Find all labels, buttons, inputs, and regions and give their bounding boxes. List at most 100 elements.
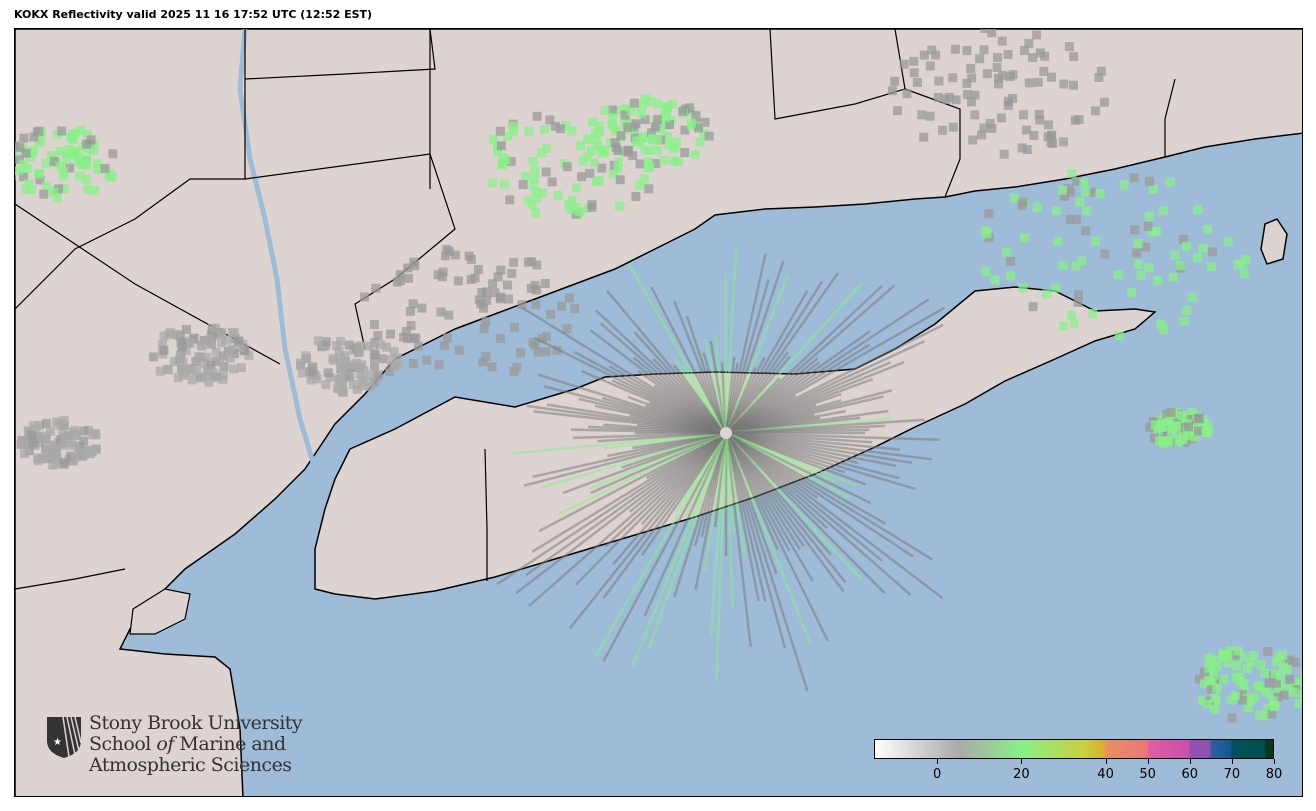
radar-pixel [1018,283,1028,293]
radar-pixel [575,207,585,217]
radar-pixel [1200,679,1210,689]
radar-pixel [931,50,941,60]
radar-pixel [1212,683,1222,693]
radar-ray [725,281,864,434]
radar-pixel [93,164,103,174]
radar-pixel [82,160,92,170]
radar-pixel [962,78,972,88]
radar-pixel [489,134,499,144]
radar-pixel [1191,432,1201,442]
radar-pixel [363,341,373,351]
radar-ray [725,432,944,600]
radar-pixel [357,381,367,391]
radar-pixel [1195,674,1205,684]
radar-pixel [331,341,341,351]
radar-pixel [306,375,316,385]
radar-pixel [45,426,55,436]
radar-pixel [1005,271,1015,281]
radar-pixel [498,153,508,163]
radar-pixel [1202,224,1212,234]
radar-pixel [941,95,951,105]
radar-pixel [1263,704,1273,714]
radar-pixel [1178,234,1188,244]
radar-pixel [652,135,662,145]
radar-pixel [41,181,51,191]
radar-pixel [938,125,948,135]
radar-pixel [570,304,580,314]
radar-pixel [1184,422,1194,432]
radar-pixel [453,276,463,286]
radar-pixel [83,425,93,435]
radar-pixel [919,50,929,60]
radar-pixel [105,172,115,182]
radar-pixel [992,62,1002,72]
radar-pixel [65,163,75,173]
radar-pixel [1223,236,1233,246]
radar-pixel [307,362,317,372]
radar-pixel [615,175,625,185]
radar-pixel [39,189,49,199]
radar-pixel [340,351,350,361]
radar-pixel [385,329,395,339]
radar-pixel [1088,308,1098,318]
radar-pixel [55,161,65,171]
radar-pixel [979,45,989,55]
radar-pixel [663,102,673,112]
radar-pixel [583,134,593,144]
radar-pixel [653,99,663,109]
radar-ray [724,280,824,434]
radar-pixel [389,347,399,357]
radar-pixel [1273,692,1283,702]
radar-map[interactable]: ★ Stony Brook University School of Marin… [14,28,1303,797]
radar-pixel [531,187,541,197]
radar-pixel [520,171,530,181]
radar-pixel [378,354,388,364]
logo-line1: Stony Brook University [89,712,303,734]
radar-pixel [652,145,662,155]
radar-pixel [497,160,507,170]
radar-pixel [222,335,232,345]
radar-pixel [479,324,489,334]
radar-pixel [41,159,51,169]
radar-pixel [532,193,542,203]
radar-pixel [499,179,509,189]
radar-pixel [933,93,943,103]
radar-pixel [530,166,540,176]
radar-pixel [369,320,379,330]
reflectivity-colorbar [874,739,1274,759]
radar-pixel [79,426,89,436]
radar-pixel [1074,114,1084,124]
radar-pixel [479,303,489,313]
radar-pixel [1009,193,1019,203]
radar-pixel [1223,658,1233,668]
radar-pixel [970,90,980,100]
radar-pixel [89,139,99,149]
radar-pixel [517,300,527,310]
radar-pixel [172,329,182,339]
radar-pixel [18,440,28,450]
radar-pixel [1230,691,1240,701]
radar-pixel [71,129,81,139]
radar-pixel [1237,695,1247,705]
radar-pixel [496,265,506,275]
radar-pixel [1022,125,1032,135]
radar-pixel [610,138,620,148]
radar-ray [715,432,728,681]
radar-ray [724,248,738,434]
radar-pixel [1059,79,1069,89]
radar-pixel [982,69,992,79]
radar-pixel [47,151,57,161]
radar-pixel [673,157,683,167]
radar-pixel [1113,270,1123,280]
radar-pixel [495,334,505,344]
radar-pixel [1206,685,1216,695]
radar-pixel [371,283,381,293]
radar-pixel [1241,254,1251,264]
radar-pixel [561,121,571,131]
radar-pixel [980,266,990,276]
radar-pixel [1176,427,1186,437]
radar-pixel [695,137,705,147]
radar-pixel [700,117,710,127]
radar-pixel [404,273,414,283]
radar-pixel [1075,197,1085,207]
